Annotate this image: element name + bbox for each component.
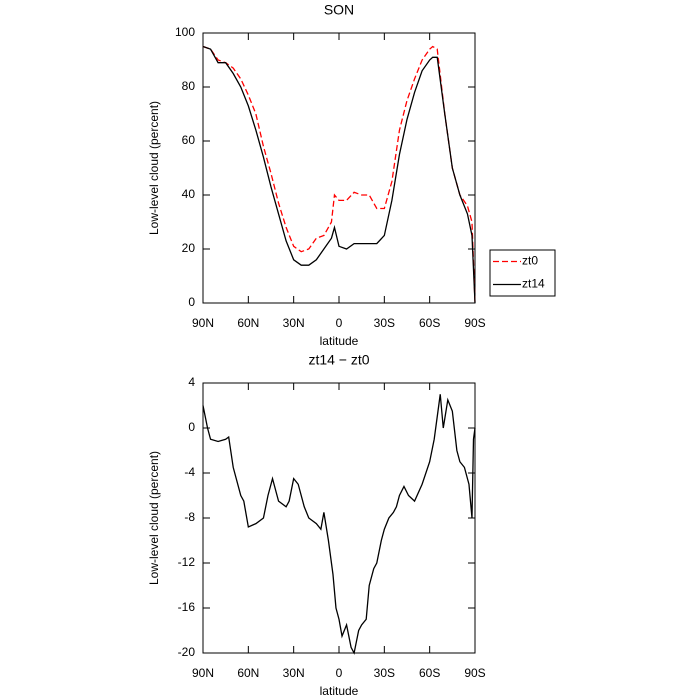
series-line [202, 45, 476, 304]
chart-title: zt14 − zt0 [308, 352, 369, 368]
y-tick-label: 0 [188, 295, 195, 309]
y-axis-label: Low-level cloud (percent) [147, 101, 161, 235]
y-tick-label: -12 [178, 555, 196, 569]
x-tick-label: 60N [237, 666, 259, 680]
x-tick-label: 30S [374, 316, 395, 330]
y-tick-label: 40 [182, 187, 196, 201]
data-line [202, 394, 476, 655]
y-tick-label: -16 [178, 600, 196, 614]
plot-frame [202, 382, 476, 654]
y-tick-label: 0 [188, 420, 195, 434]
y-tick-label: 60 [182, 133, 196, 147]
x-tick-label: 0 [336, 316, 343, 330]
x-tick-label: 90N [192, 316, 214, 330]
series-line [202, 45, 476, 304]
x-tick-label: 30S [374, 666, 395, 680]
chart-title: SON [324, 2, 354, 18]
y-tick-label: 80 [182, 79, 196, 93]
x-tick-label: 30N [283, 316, 305, 330]
y-tick-label: -20 [178, 645, 196, 659]
legend-label: zt0 [522, 254, 538, 268]
legend-label: zt14 [522, 277, 545, 291]
plot-frame [202, 32, 476, 304]
y-tick-label: 4 [188, 375, 195, 389]
x-tick-label: 30N [283, 666, 305, 680]
x-tick-label: 90S [464, 666, 485, 680]
x-tick-label: 60S [419, 316, 440, 330]
x-tick-label: 60N [237, 316, 259, 330]
y-tick-label: -8 [184, 510, 195, 524]
x-tick-label: 90S [464, 316, 485, 330]
x-axis-label: latitude [320, 684, 359, 698]
x-tick-label: 0 [336, 666, 343, 680]
y-axis-label: Low-level cloud (percent) [147, 451, 161, 585]
y-tick-label: -4 [184, 465, 195, 479]
x-tick-label: 90N [192, 666, 214, 680]
legend-box [489, 249, 556, 297]
y-tick-label: 20 [182, 241, 196, 255]
x-axis-label: latitude [320, 334, 359, 348]
y-tick-label: 100 [175, 25, 195, 39]
x-tick-label: 60S [419, 666, 440, 680]
